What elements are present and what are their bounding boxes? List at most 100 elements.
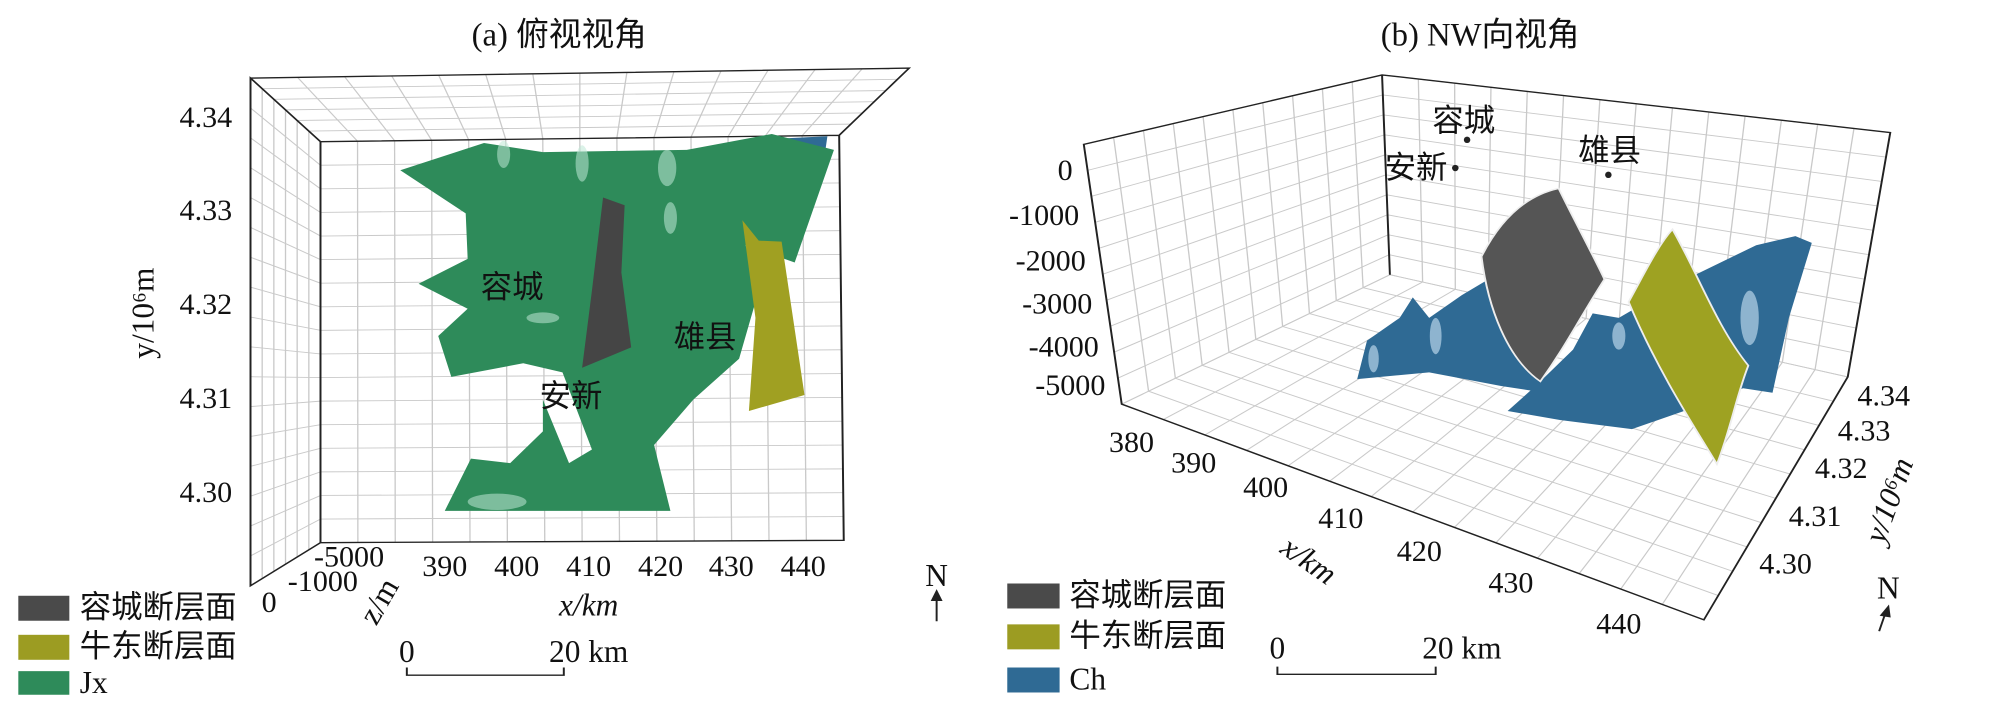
panel-b: (b) NW向视角 容城 安新 雄县 0 -1000 -2000 -3000 -… [1007,16,1920,696]
y-tick: 4.31 [180,381,233,415]
grid-line [1121,274,1391,405]
place-marker-rongcheng [1463,136,1471,144]
z-tick: -5000 [314,540,384,574]
z-tick: -1000 [288,564,358,598]
z-axis-ticks: 0 -1000 -2000 -3000 -4000 -5000 [1009,153,1105,402]
grid-line [1383,114,1882,182]
x-axis-ticks: 390 400 410 420 430 440 [422,549,826,583]
grid-line [1117,254,1390,379]
x-tick: 400 [1243,470,1288,504]
y-tick: 4.32 [180,287,233,321]
z-tick: -5000 [1035,368,1105,402]
grid-line [250,167,321,213]
x-tick: 430 [1488,566,1533,600]
grid-line [1106,194,1388,301]
y-tick: 4.34 [1857,378,1910,412]
place-label-rongcheng: 容城 [1432,103,1495,138]
grid-line [262,78,898,90]
z-axis-ticks: -5000 -1000 0 [262,540,385,619]
legend-swatch-jx [18,671,70,695]
grid-line [320,444,843,449]
x-tick: 430 [709,549,754,583]
north-label: N [925,558,948,593]
grid-line [308,123,851,132]
legend-swatch-rongcheng [18,595,70,621]
y-tick: 4.31 [1789,499,1842,533]
legend-label: Ch [1069,661,1106,696]
legend-label: 牛东断层面 [1069,618,1226,653]
y-axis-label: y/10⁶m [126,268,161,359]
rongcheng-fault-surface [1480,187,1606,383]
place-label-xiongxian: 雄县 [674,319,737,354]
grid-line [393,140,396,543]
rongcheng-fault-surface [582,197,632,368]
x-tick: 410 [1318,501,1363,535]
z-tick: -4000 [1029,329,1099,363]
grid-line [1098,154,1386,249]
grid-line [250,137,321,190]
ch-highlights [1368,290,1759,373]
north-arrow: N [925,558,948,622]
x-tick: 440 [1596,606,1641,640]
grid-line [250,518,321,557]
panel-b-title: (b) NW向视角 [1381,16,1580,53]
grid-line [250,286,321,308]
scale-bar: 0 20 km [1270,630,1502,676]
x-tick: 420 [1397,534,1442,568]
grid-line [1162,281,1424,420]
grid-line [1661,369,1816,605]
grid-line [320,420,843,426]
legend: 容城断层面 牛东断层面 Ch [1007,577,1226,696]
z-tick: 0 [262,585,277,619]
grid-line [1102,174,1387,275]
z-tick: -3000 [1022,286,1092,320]
y-tick: 4.30 [1759,547,1812,581]
panel-a: (a) 俯视视角 容城 安新 雄县 4.34 4.33 4.32 4.31 4.… [18,16,948,700]
x-axis-label: x/km [558,587,618,622]
grid-line [297,112,863,121]
legend-label: 容城断层面 [80,590,237,625]
z-tick: -2000 [1016,244,1086,278]
grid-line [1384,134,1878,207]
legend-swatch-ch [1007,667,1060,693]
north-arrow-icon [1878,604,1891,632]
north-arrow: N [1877,570,1900,632]
grid-line [430,140,434,543]
z-tick: 0 [1058,153,1073,187]
grid-line [1113,234,1389,353]
grid-line [250,447,321,467]
grid-line [1091,114,1384,197]
x-tick: 440 [781,549,826,583]
legend-label: Jx [80,665,108,700]
grid-line [250,376,321,378]
x-tick: 400 [494,549,539,583]
x-tick: 380 [1109,425,1154,459]
x-tick: 390 [422,549,467,583]
x-axis-label: x/km [1274,528,1343,591]
grid-line [250,424,321,437]
grid-line [250,495,321,527]
grid-line [1087,94,1384,171]
legend: 容城断层面 牛东断层面 Jx [18,590,237,700]
grid-line [1385,154,1874,231]
z-axis-label: z/m [352,572,406,630]
legend-swatch-niudong [1007,624,1060,650]
grid-line [250,107,321,166]
legend-label: 牛东断层面 [80,629,237,664]
place-label-anxin: 安新 [540,378,603,413]
scale-bar: 0 20 km [399,634,628,676]
z-tick: -1000 [1009,198,1079,232]
legend-label: 容城断层面 [1069,577,1226,612]
grid-line [250,346,321,355]
x-tick: 420 [638,549,683,583]
y-tick: 4.33 [1838,413,1891,447]
scale-bar-start: 0 [399,634,415,669]
grid-line [250,256,321,284]
y-tick: 4.30 [180,475,233,509]
y-tick: 4.32 [1815,451,1868,485]
grid-line [273,90,886,100]
y-axis-ticks: 4.34 4.33 4.32 4.31 4.30 [1759,378,1910,580]
panel-a-title: (a) 俯视视角 [472,16,647,53]
niudong-fault-surface [742,220,805,411]
